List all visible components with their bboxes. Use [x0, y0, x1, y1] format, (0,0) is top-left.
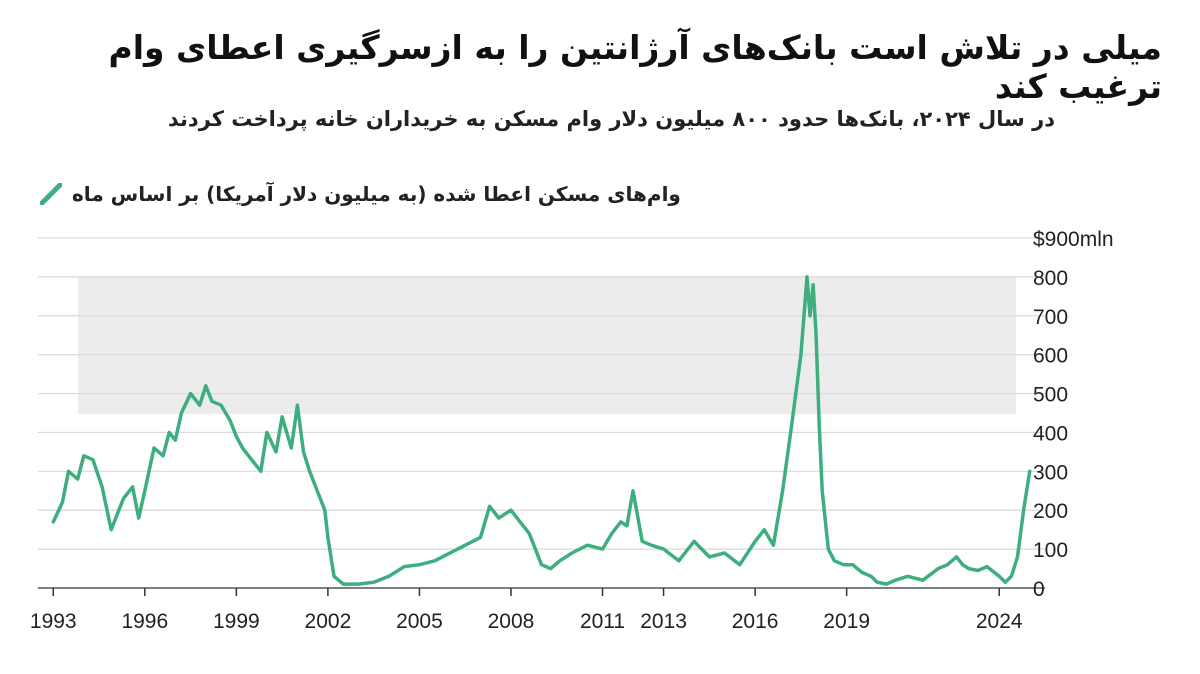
series-layer — [51, 275, 1032, 586]
x-tick-label: 1993 — [30, 610, 77, 633]
x-tick-label: 2008 — [488, 610, 535, 633]
chart-subtitle: در سال ۲۰۲۴، بانک‌ها حدود ۸۰۰ میلیون دلا… — [167, 107, 1055, 131]
legend-line-swatch — [39, 182, 63, 206]
x-tick-label: 1999 — [213, 610, 260, 633]
y-tick-label: 200 — [1033, 500, 1068, 523]
y-tick-label: 100 — [1033, 539, 1068, 562]
x-tick-label: 2002 — [305, 610, 352, 633]
y-axis: 0 100 200 300 400 500 600 700 800 $900mln — [1033, 228, 1114, 601]
legend-label: وام‌های مسکن اعطا شده (به میلیون دلار آم… — [72, 182, 681, 206]
x-tick-label: 1996 — [121, 610, 168, 633]
x-tick-label: 2005 — [396, 610, 443, 633]
series-line-mortgage-loans — [51, 275, 1032, 586]
y-tick-label: 400 — [1033, 422, 1068, 445]
x-tick-label: 2016 — [732, 610, 779, 633]
y-tick-label: 500 — [1033, 384, 1068, 407]
y-tick-label: 700 — [1033, 306, 1068, 329]
watermark — [78, 276, 1016, 414]
y-tick-label: 600 — [1033, 345, 1068, 368]
legend: وام‌های مسکن اعطا شده (به میلیون دلار آم… — [39, 182, 681, 206]
y-tick-label: 800 — [1033, 267, 1068, 290]
x-tick-label: 2019 — [823, 610, 870, 633]
x-tick-label: 2011 — [580, 610, 625, 633]
x-axis: 1993 1996 1999 2002 2005 2008 2011 2013 2016 2019… — [30, 588, 1023, 633]
x-tick-label: 2013 — [640, 610, 687, 633]
chart-title: میلی در تلاش است بانک‌های آرژانتین را به… — [108, 28, 1163, 106]
y-tick-label: 0 — [1033, 578, 1045, 601]
y-tick-label: 300 — [1033, 461, 1068, 484]
x-tick-label: 2024 — [976, 610, 1023, 633]
y-tick-label: $900mln — [1033, 228, 1114, 251]
